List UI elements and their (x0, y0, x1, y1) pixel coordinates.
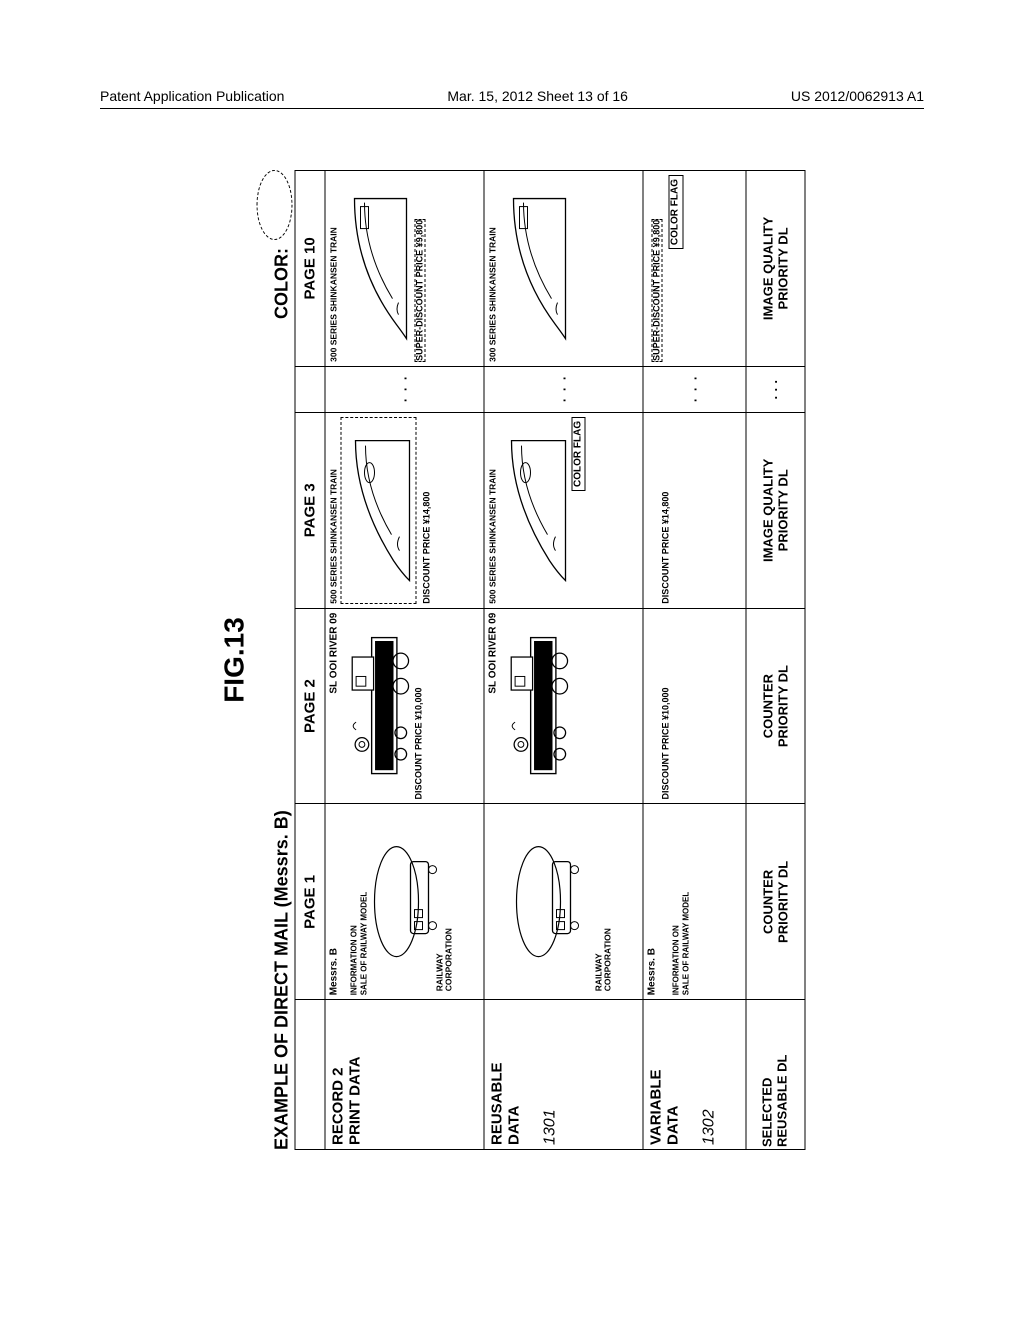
row-selected: SELECTED REUSABLE DL COUNTER PRIORITY DL… (746, 171, 805, 1150)
cell-var-p3: DISCOUNT PRICE ¥14,800 (643, 412, 746, 608)
shinkansen-300-icon (499, 175, 569, 362)
cell-r2-p2: SL OOI RIVER 09 (325, 608, 484, 804)
dots: · · · (643, 366, 746, 412)
rowlabel-variable: VARIABLE DATA 1302 (643, 1000, 746, 1150)
table-header-row: PAGE 1 PAGE 2 PAGE 3 PAGE 10 (295, 171, 325, 1150)
railway-logo-icon (371, 808, 441, 995)
row-record2: RECORD 2 PRINT DATA Messrs. B INFORMATIO… (325, 171, 484, 1150)
col-page1: PAGE 1 (295, 804, 325, 1000)
color-label: COLOR: (272, 248, 293, 319)
shinkansen-500-icon (499, 417, 569, 604)
cell-var-p10: SUPER-DISCOUNT PRICE ¥9,800 COLOR FLAG (643, 171, 746, 367)
locomotive-icon (342, 613, 410, 800)
cell-sel-p2: COUNTER PRIORITY DL (746, 608, 805, 804)
figure-subtitle: EXAMPLE OF DIRECT MAIL (Messrs. B) (272, 319, 293, 1150)
cell-var-p2: DISCOUNT PRICE ¥10,000 (643, 608, 746, 804)
cell-reu-p1: RAILWAYCORPORATION (484, 804, 643, 1000)
col-page2: PAGE 2 (295, 608, 325, 804)
cell-reu-p3: 500 SERIES SHINKANSEN TRAIN COLOR FLAG (484, 412, 643, 608)
col-ellipsis (295, 366, 325, 412)
rowlabel-reusable: REUSABLE DATA 1301 (484, 1000, 643, 1150)
figure-container: FIG.13 EXAMPLE OF DIRECT MAIL (Messrs. B… (219, 170, 806, 1150)
cell-r2-p3: 500 SERIES SHINKANSEN TRAIN DISCOUNT PRI… (325, 412, 484, 608)
corner-cell (295, 1000, 325, 1150)
figure-label: FIG.13 (219, 170, 251, 1150)
cell-sel-p3: IMAGE QUALITY PRIORITY DL (746, 412, 805, 608)
page-header: Patent Application Publication Mar. 15, … (100, 88, 924, 104)
locomotive-icon (501, 613, 569, 800)
row-variable: VARIABLE DATA 1302 Messrs. B INFORMATION… (643, 171, 746, 1150)
col-page10: PAGE 10 (295, 171, 325, 367)
rowlabel-selected: SELECTED REUSABLE DL (746, 1000, 805, 1150)
cell-sel-p1: COUNTER PRIORITY DL (746, 804, 805, 1000)
header-center: Mar. 15, 2012 Sheet 13 of 16 (447, 88, 628, 104)
railway-logo-icon (513, 808, 583, 995)
direct-mail-table: PAGE 1 PAGE 2 PAGE 3 PAGE 10 RECORD 2 PR… (295, 170, 806, 1150)
dots: · · · (325, 366, 484, 412)
cell-reu-p10: 300 SERIES SHINKANSEN TRAIN (484, 171, 643, 367)
cell-r2-p1: Messrs. B INFORMATION ON SALE OF RAILWAY… (325, 804, 484, 1000)
col-page3: PAGE 3 (295, 412, 325, 608)
shinkansen-300-icon (340, 175, 410, 362)
cell-var-p1: Messrs. B INFORMATION ON SALE OF RAILWAY… (643, 804, 746, 1000)
header-left: Patent Application Publication (100, 88, 284, 104)
cell-reu-p2: SL OOI RIVER 09 (484, 608, 643, 804)
rowlabel-record2: RECORD 2 PRINT DATA (325, 1000, 484, 1150)
header-rule (100, 108, 924, 109)
cell-sel-p10: IMAGE QUALITY PRIORITY DL (746, 171, 805, 367)
header-right: US 2012/0062913 A1 (791, 88, 924, 104)
color-swatch (257, 170, 293, 240)
shinkansen-500-icon (343, 418, 413, 603)
row-reusable: REUSABLE DATA 1301 (484, 171, 643, 1150)
dots: · · · (484, 366, 643, 412)
cell-r2-p10: 300 SERIES SHINKANSEN TRAIN SUPER-DISCOU… (325, 171, 484, 367)
dots: · · · (746, 366, 805, 412)
